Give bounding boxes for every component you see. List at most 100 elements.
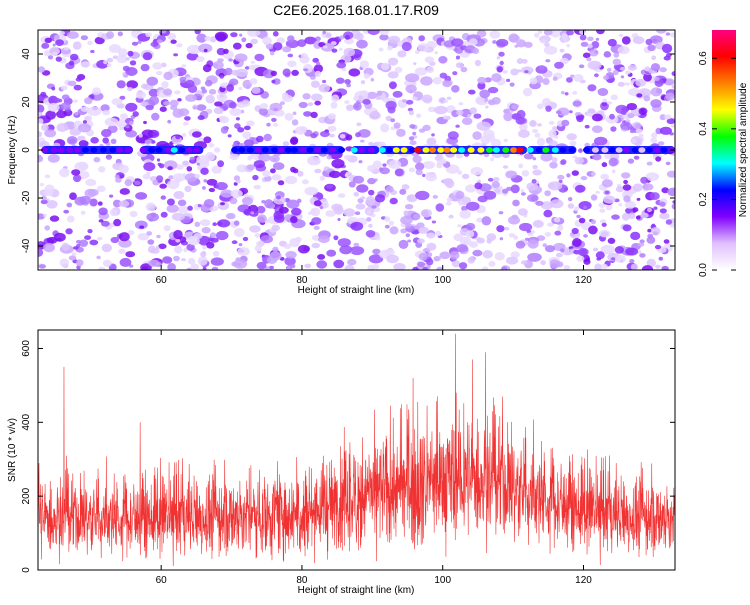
heatmap-cell bbox=[458, 102, 464, 106]
heatmap-cell bbox=[343, 47, 355, 57]
heatmap-cell bbox=[572, 91, 578, 95]
heatmap-cell bbox=[545, 59, 551, 63]
heatmap-cell bbox=[610, 126, 617, 132]
heatmap-cell bbox=[566, 133, 577, 141]
heatmap-cell bbox=[197, 256, 208, 266]
heatmap-cell bbox=[273, 123, 278, 127]
heatmap-cell bbox=[297, 170, 304, 177]
heatmap-cell bbox=[603, 195, 616, 204]
heatmap-cell bbox=[335, 77, 345, 84]
ridge-cell bbox=[148, 147, 156, 153]
heatmap-cell bbox=[553, 217, 561, 223]
heatmap-cell bbox=[80, 35, 88, 41]
heatmap-cell bbox=[43, 189, 54, 197]
heatmap-cell bbox=[491, 73, 502, 83]
tick-label: 80 bbox=[296, 275, 308, 286]
heatmap-cell bbox=[186, 166, 193, 172]
ridge-cell bbox=[458, 147, 466, 153]
heatmap-cell bbox=[256, 261, 267, 270]
heatmap-cell bbox=[586, 57, 592, 62]
heatmap-cell bbox=[617, 81, 625, 87]
heatmap-cell bbox=[634, 123, 642, 129]
heatmap-cell bbox=[314, 100, 322, 106]
heatmap-cell bbox=[326, 155, 332, 160]
heatmap-cell bbox=[223, 48, 229, 54]
heatmap-cell bbox=[300, 53, 308, 59]
heatmap-cell bbox=[458, 201, 464, 206]
heatmap-cell bbox=[69, 192, 77, 200]
heatmap-cell bbox=[580, 176, 588, 181]
heatmap-cell bbox=[624, 201, 637, 209]
heatmap-cell bbox=[606, 67, 612, 72]
heatmap-cell bbox=[603, 51, 612, 58]
heatmap-cell bbox=[78, 123, 92, 133]
heatmap-cell bbox=[490, 138, 502, 148]
heatmap-cell bbox=[303, 68, 309, 72]
heatmap-cell bbox=[260, 235, 274, 244]
heatmap-cell bbox=[461, 117, 473, 125]
heatmap-cell bbox=[333, 259, 345, 269]
ridge-cell bbox=[41, 147, 48, 153]
heatmap-cell bbox=[646, 258, 656, 268]
heatmap-cell bbox=[238, 243, 243, 247]
heatmap-cell bbox=[664, 114, 672, 120]
heatmap-cell bbox=[167, 179, 180, 190]
heatmap-cell bbox=[540, 260, 546, 266]
ridge-cell bbox=[290, 147, 298, 153]
heatmap-cell bbox=[120, 113, 128, 120]
heatmap-cell bbox=[607, 38, 617, 47]
heatmap-cell bbox=[645, 172, 659, 182]
ridge-cell bbox=[271, 147, 279, 153]
heatmap-cell bbox=[672, 200, 675, 204]
heatmap-cell bbox=[51, 86, 56, 91]
heatmap-cell bbox=[269, 251, 282, 261]
heatmap-cell bbox=[663, 239, 670, 244]
heatmap-cell bbox=[56, 110, 67, 119]
heatmap-cell bbox=[310, 80, 320, 88]
heatmap-cell bbox=[230, 189, 243, 198]
heatmap-cell bbox=[488, 99, 496, 106]
heatmap-cell bbox=[174, 245, 183, 254]
heatmap-cell bbox=[226, 212, 236, 220]
heatmap-cell bbox=[287, 53, 294, 58]
heatmap-cell bbox=[196, 33, 207, 43]
heatmap-cell bbox=[651, 223, 656, 227]
heatmap-cell bbox=[650, 227, 661, 236]
heatmap-cell bbox=[378, 167, 384, 172]
heatmap-cell bbox=[523, 41, 533, 48]
heatmap-cell bbox=[551, 157, 558, 163]
heatmap-cell bbox=[498, 211, 504, 215]
heatmap-cell bbox=[233, 42, 242, 50]
ridge-cell bbox=[254, 147, 262, 153]
heatmap-cell bbox=[638, 133, 644, 138]
tick-label: 60 bbox=[156, 575, 168, 586]
heatmap-cell bbox=[189, 156, 196, 161]
heatmap-cell bbox=[610, 94, 618, 101]
heatmap-cell bbox=[643, 73, 652, 82]
heatmap-cell bbox=[393, 122, 401, 129]
tick-label: -40 bbox=[21, 238, 32, 253]
heatmap-cell bbox=[229, 197, 238, 205]
heatmap-cell bbox=[611, 214, 620, 220]
heatmap-cell bbox=[293, 168, 299, 174]
heatmap-cell bbox=[545, 105, 552, 112]
heatmap-cell bbox=[272, 31, 279, 37]
heatmap-cell bbox=[68, 60, 75, 66]
ridge-cell bbox=[299, 147, 307, 153]
heatmap-cell bbox=[312, 57, 320, 63]
heatmap-cell bbox=[368, 223, 373, 228]
heatmap-cell bbox=[38, 247, 44, 257]
heatmap-cell bbox=[87, 106, 102, 117]
heatmap-cell bbox=[330, 101, 338, 109]
heatmap-cell bbox=[64, 47, 69, 51]
heatmap-cell bbox=[555, 252, 563, 258]
heatmap-cell bbox=[258, 108, 268, 116]
heatmap-cell bbox=[601, 231, 609, 237]
heatmap-cell bbox=[161, 81, 169, 89]
heatmap-cell bbox=[233, 228, 245, 237]
heatmap-cell bbox=[139, 225, 145, 229]
ridge-cell bbox=[638, 147, 646, 153]
heatmap-cell bbox=[404, 204, 414, 210]
heatmap-cell bbox=[418, 35, 426, 42]
heatmap-cell bbox=[52, 43, 56, 47]
